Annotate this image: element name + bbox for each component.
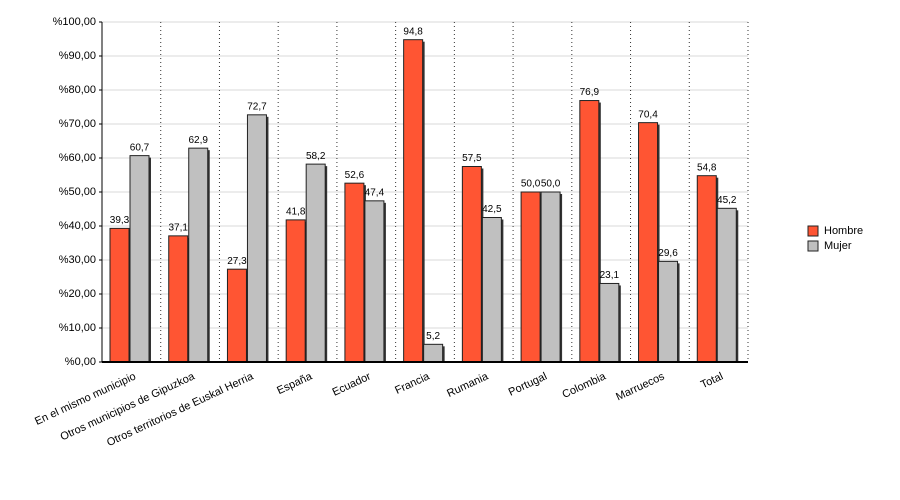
x-tick-label: Total <box>699 370 725 391</box>
y-tick-label: %80,00 <box>59 84 96 96</box>
y-tick-label: %40,00 <box>59 220 96 232</box>
bar <box>579 100 600 363</box>
bar <box>168 235 189 363</box>
bar <box>188 147 209 363</box>
data-label: 5,2 <box>426 331 440 342</box>
legend-swatch <box>807 225 819 237</box>
data-label: 52,6 <box>345 170 365 181</box>
bar <box>540 191 561 363</box>
bar <box>285 219 306 363</box>
legend-label: Hombre <box>824 225 863 237</box>
legend-swatch <box>807 240 819 252</box>
y-tick-label: %0,00 <box>65 356 96 368</box>
data-label: 72,7 <box>247 101 267 112</box>
x-tick-label: España <box>275 370 315 397</box>
bar <box>129 155 150 363</box>
y-tick-label: %90,00 <box>59 50 96 62</box>
legend-label: Mujer <box>824 240 852 252</box>
x-tick-label: Colombia <box>560 370 608 401</box>
data-label: 58,2 <box>306 151 326 162</box>
data-label: 62,9 <box>188 135 208 146</box>
bar <box>364 200 385 363</box>
x-tick-label: Francia <box>393 370 432 397</box>
bar <box>599 282 620 363</box>
data-label: 57,5 <box>462 153 482 164</box>
y-tick-label: %60,00 <box>59 152 96 164</box>
bar <box>696 175 717 363</box>
data-label: 76,9 <box>580 87 600 98</box>
data-label: 54,8 <box>697 162 717 173</box>
data-label: 47,4 <box>365 187 385 198</box>
data-label: 50,0 <box>521 179 541 190</box>
bar <box>658 260 679 363</box>
y-tick-label: %50,00 <box>59 186 96 198</box>
data-label: 70,4 <box>638 109 658 120</box>
bar <box>481 217 502 363</box>
data-label: 27,3 <box>227 256 247 267</box>
x-tick-label: Portugal <box>507 370 549 398</box>
bar <box>716 207 737 363</box>
bar <box>226 268 247 363</box>
data-label: 94,8 <box>403 26 423 37</box>
data-label: 37,1 <box>168 223 188 234</box>
y-tick-label: %100,00 <box>53 16 96 28</box>
data-label: 41,8 <box>286 207 306 218</box>
bar <box>461 166 482 363</box>
bar <box>109 227 130 363</box>
bar <box>423 343 444 363</box>
data-label: 23,1 <box>600 270 620 281</box>
bar <box>520 191 541 363</box>
data-label: 45,2 <box>717 195 737 206</box>
bar <box>638 122 659 363</box>
x-tick-label: Ecuador <box>331 370 374 398</box>
x-tick-label: Rumania <box>445 370 491 400</box>
data-label: 29,6 <box>658 248 678 259</box>
x-tick-label: Marruecos <box>614 370 667 403</box>
y-tick-label: %20,00 <box>59 288 96 300</box>
bar <box>403 39 424 363</box>
data-label: 60,7 <box>130 142 150 153</box>
bar <box>246 114 267 363</box>
data-label: 50,0 <box>541 179 561 190</box>
bar <box>344 182 365 363</box>
data-label: 39,3 <box>110 215 130 226</box>
bar <box>305 163 326 363</box>
data-label: 42,5 <box>482 204 502 215</box>
y-tick-label: %10,00 <box>59 322 96 334</box>
y-tick-label: %70,00 <box>59 118 96 130</box>
y-tick-label: %30,00 <box>59 254 96 266</box>
